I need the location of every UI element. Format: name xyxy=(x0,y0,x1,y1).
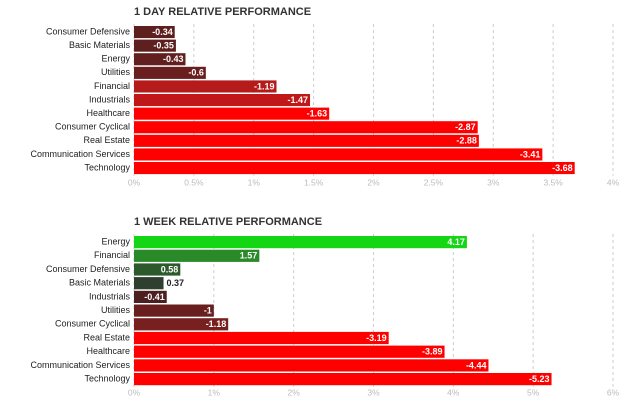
bar xyxy=(134,26,175,39)
bar xyxy=(134,304,214,317)
bar xyxy=(134,134,479,147)
bar xyxy=(134,162,575,175)
x-tick-label: 3.5% xyxy=(543,177,563,187)
category-label: Utilities xyxy=(101,67,131,77)
value-label: -3.41 xyxy=(520,149,541,159)
category-label: Consumer Cyclical xyxy=(55,319,130,329)
category-label: Technology xyxy=(84,162,130,172)
category-label: Basic Materials xyxy=(69,278,131,288)
value-label: -2.88 xyxy=(456,136,477,146)
x-tick-label: 2% xyxy=(288,387,301,397)
x-tick-label: 0% xyxy=(128,387,141,397)
value-label: -5.23 xyxy=(529,374,550,384)
value-label: -3.89 xyxy=(422,347,443,357)
category-label: Financial xyxy=(94,250,130,260)
category-label: Communication Services xyxy=(30,360,130,370)
bar xyxy=(134,236,467,249)
value-label: -0.34 xyxy=(152,27,173,37)
value-label: -0.41 xyxy=(144,292,165,302)
value-label: -4.44 xyxy=(466,360,487,370)
bar xyxy=(134,345,445,358)
value-label: 1.57 xyxy=(240,251,258,261)
value-label: -2.87 xyxy=(455,122,476,132)
x-tick-label: 3% xyxy=(487,177,500,187)
bar xyxy=(134,290,167,303)
value-label: -1.47 xyxy=(288,95,309,105)
x-tick-label: 4% xyxy=(607,177,620,187)
x-tick-label: 1% xyxy=(248,177,261,187)
category-label: Technology xyxy=(84,373,130,383)
x-tick-label: 1% xyxy=(208,387,221,397)
category-label: Healthcare xyxy=(86,108,130,118)
chart-title: 1 WEEK RELATIVE PERFORMANCE xyxy=(134,216,322,228)
x-tick-label: 0.5% xyxy=(184,177,204,187)
x-tick-label: 6% xyxy=(607,387,620,397)
category-label: Consumer Defensive xyxy=(46,264,130,274)
bar xyxy=(134,94,311,107)
category-label: Financial xyxy=(94,81,130,91)
bar xyxy=(134,318,229,331)
value-label: 0.37 xyxy=(167,278,185,288)
x-tick-label: 3% xyxy=(367,387,380,397)
bar xyxy=(134,107,330,120)
category-label: Consumer Defensive xyxy=(46,26,130,36)
x-tick-label: 2% xyxy=(367,177,380,187)
value-label: -1.63 xyxy=(307,109,328,119)
value-label: -0.43 xyxy=(163,54,184,64)
bar xyxy=(134,331,389,345)
value-label: -1.18 xyxy=(206,319,227,329)
bar xyxy=(134,373,552,386)
category-label: Industrials xyxy=(89,291,131,301)
value-label: -0.35 xyxy=(153,41,174,51)
bar xyxy=(134,263,181,276)
x-tick-label: 4% xyxy=(447,387,460,397)
category-label: Basic Materials xyxy=(69,40,131,50)
bar xyxy=(134,53,186,66)
category-label: Healthcare xyxy=(86,346,130,356)
category-label: Energy xyxy=(101,236,130,246)
value-label: -3.68 xyxy=(552,163,573,173)
x-tick-label: 2.5% xyxy=(424,177,444,187)
bar xyxy=(134,277,164,290)
value-label: 4.17 xyxy=(447,237,465,247)
bar xyxy=(134,66,206,79)
x-tick-label: 0% xyxy=(128,177,141,187)
value-label: 0.58 xyxy=(161,264,179,274)
bar xyxy=(134,121,478,134)
value-label: -0.6 xyxy=(188,68,204,78)
value-label: -3.19 xyxy=(366,333,387,343)
chart-title: 1 DAY RELATIVE PERFORMANCE xyxy=(134,6,311,18)
category-label: Utilities xyxy=(101,305,131,315)
bar xyxy=(134,148,543,161)
category-label: Energy xyxy=(101,54,130,64)
x-tick-label: 1.5% xyxy=(304,177,324,187)
bar xyxy=(134,359,489,372)
x-tick-label: 5% xyxy=(527,387,540,397)
bar xyxy=(134,39,176,52)
bar xyxy=(134,249,260,262)
category-label: Communication Services xyxy=(30,149,130,159)
value-label: -1 xyxy=(204,305,212,315)
bar xyxy=(134,80,277,93)
value-label: -1.19 xyxy=(254,81,275,91)
category-label: Consumer Cyclical xyxy=(55,122,130,132)
category-label: Real Estate xyxy=(83,332,130,342)
category-label: Real Estate xyxy=(83,135,130,145)
category-label: Industrials xyxy=(89,94,131,104)
